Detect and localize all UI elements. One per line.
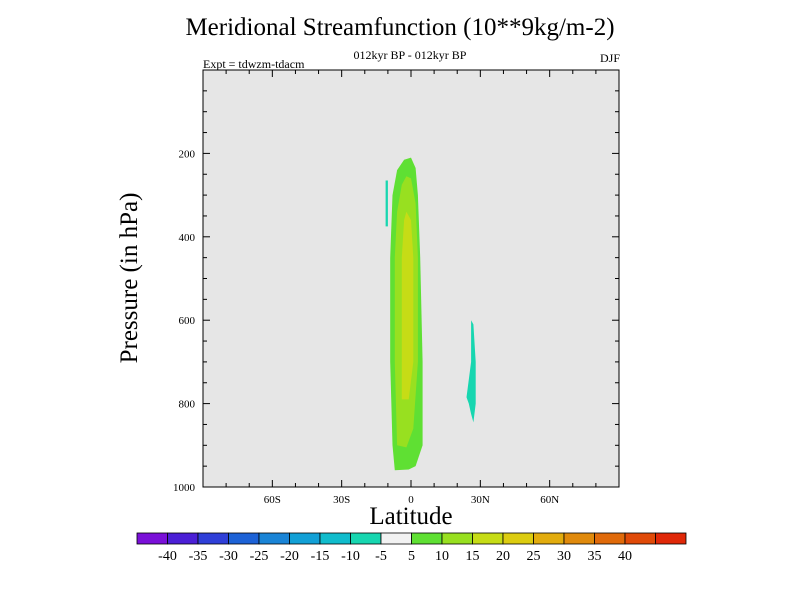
y-axis-title: Pressure (in hPa): [116, 193, 143, 364]
colorbar-label: -40: [158, 549, 177, 564]
y-tick-label: 200: [179, 148, 196, 160]
colorbar-box: [533, 532, 565, 545]
chart-title: Meridional Streamfunction (10**9kg/m-2): [185, 14, 615, 41]
colorbar-label: -35: [189, 549, 208, 564]
chart-subtitle: 012kyr BP - 012kyr BP: [353, 48, 467, 62]
colorbar-label: -20: [280, 549, 299, 564]
contour-region-negative-5-10-north: [466, 320, 476, 423]
y-tick-label: 1000: [173, 482, 196, 494]
colorbar: -40 -35 -30 -25 -20 -15 -10 -5 5 10 15 20 25 30 35 40: [136, 532, 687, 564]
colorbar-box: [289, 532, 321, 545]
colorbar-label: 25: [527, 549, 541, 564]
colorbar-box: [411, 532, 443, 545]
colorbar-label: -5: [375, 549, 387, 564]
colorbar-box: [136, 532, 168, 545]
colorbar-label: 10: [435, 549, 449, 564]
colorbar-box: [319, 532, 351, 545]
colorbar-box: [258, 532, 290, 545]
experiment-label: Expt = tdwzm-tdacm: [203, 57, 305, 71]
colorbar-label: -30: [219, 549, 238, 564]
colorbar-label: -15: [311, 549, 330, 564]
axis-ticks: 60S 30S 0 30N 60N 200 400 600 800 1000: [173, 69, 620, 506]
season-label: DJF: [599, 51, 620, 65]
x-tick-label: 60S: [264, 494, 281, 506]
x-tick-label: 0: [408, 494, 414, 506]
colorbar-label: 30: [557, 549, 571, 564]
contour-region-negative-5-10-south: [385, 180, 388, 227]
y-tick-label: 600: [179, 315, 196, 327]
colorbar-box: [563, 532, 595, 545]
x-axis-title: Latitude: [369, 503, 452, 530]
colorbar-box: [594, 532, 626, 545]
x-tick-label: 30S: [333, 494, 350, 506]
colorbar-box: [441, 532, 473, 545]
colorbar-label: -25: [250, 549, 269, 564]
colorbar-label: 40: [618, 549, 632, 564]
y-tick-label: 400: [179, 232, 196, 244]
contour-region-positive-15-20: [401, 211, 414, 400]
colorbar-label: -10: [341, 549, 360, 564]
contour-regions: [385, 157, 476, 471]
colorbar-box: [472, 532, 504, 545]
x-tick-label: 30N: [471, 494, 490, 506]
colorbar-box: [380, 532, 412, 545]
colorbar-box: [350, 532, 382, 545]
colorbar-box: [228, 532, 260, 545]
colorbar-box: [167, 532, 199, 545]
colorbar-label: 20: [496, 549, 510, 564]
colorbar-box: [197, 532, 229, 545]
x-tick-label: 60N: [540, 494, 559, 506]
colorbar-label: 15: [466, 549, 480, 564]
y-tick-label: 800: [179, 399, 196, 411]
colorbar-box: [502, 532, 534, 545]
colorbar-label: 5: [408, 549, 415, 564]
colorbar-box: [655, 532, 687, 545]
colorbar-box: [624, 532, 656, 545]
colorbar-label: 35: [588, 549, 602, 564]
